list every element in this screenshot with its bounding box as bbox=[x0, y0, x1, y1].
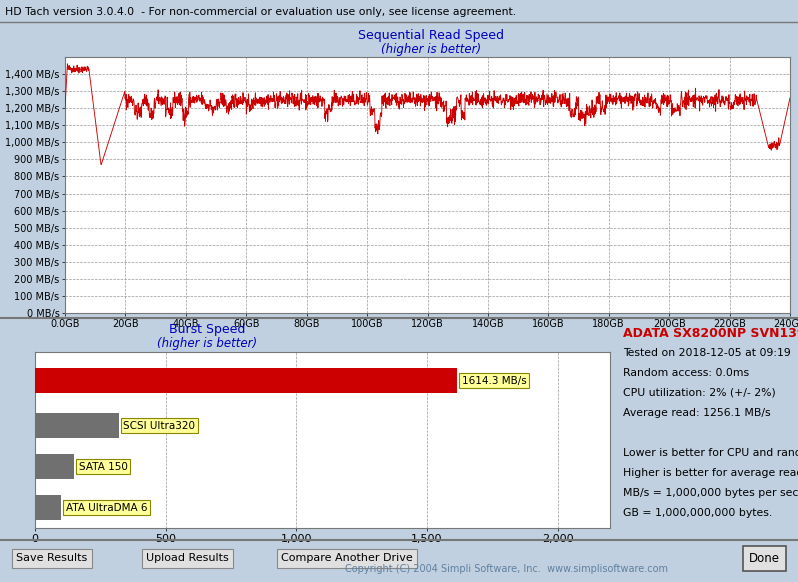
Text: Lower is better for CPU and random access.: Lower is better for CPU and random acces… bbox=[623, 448, 798, 458]
Bar bbox=[35, 455, 74, 479]
Text: Higher is better for average read.: Higher is better for average read. bbox=[623, 468, 798, 478]
Text: 1614.3 MB/s: 1614.3 MB/s bbox=[461, 375, 527, 386]
Text: ATA UltraDMA 6: ATA UltraDMA 6 bbox=[66, 502, 148, 513]
Text: Compare Another Drive: Compare Another Drive bbox=[281, 553, 413, 563]
Text: Average read: 1256.1 MB/s: Average read: 1256.1 MB/s bbox=[623, 408, 771, 418]
Text: Copyright (C) 2004 Simpli Software, Inc.  www.simplisoftware.com: Copyright (C) 2004 Simpli Software, Inc.… bbox=[346, 565, 668, 574]
Text: Sequential Read Speed: Sequential Read Speed bbox=[358, 30, 504, 42]
Bar bbox=[35, 495, 61, 520]
Text: ADATA SX8200NP SVN139B: ADATA SX8200NP SVN139B bbox=[623, 328, 798, 340]
Text: Upload Results: Upload Results bbox=[146, 553, 229, 563]
Text: Done: Done bbox=[749, 552, 780, 565]
Text: SCSI Ultra320: SCSI Ultra320 bbox=[124, 421, 196, 431]
Text: CPU utilization: 2% (+/- 2%): CPU utilization: 2% (+/- 2%) bbox=[623, 388, 776, 398]
Text: SATA 150: SATA 150 bbox=[79, 462, 128, 471]
Text: Burst Speed: Burst Speed bbox=[169, 324, 246, 336]
Text: HD Tach version 3.0.4.0  - For non-commercial or evaluation use only, see licens: HD Tach version 3.0.4.0 - For non-commer… bbox=[5, 7, 516, 17]
Text: (higher is better): (higher is better) bbox=[157, 338, 258, 350]
Text: MB/s = 1,000,000 bytes per second.: MB/s = 1,000,000 bytes per second. bbox=[623, 488, 798, 498]
Text: Tested on 2018-12-05 at 09:19: Tested on 2018-12-05 at 09:19 bbox=[623, 347, 791, 357]
Text: Save Results: Save Results bbox=[16, 553, 88, 563]
Bar bbox=[35, 413, 119, 438]
Text: GB = 1,000,000,000 bytes.: GB = 1,000,000,000 bytes. bbox=[623, 508, 772, 519]
Text: Random access: 0.0ms: Random access: 0.0ms bbox=[623, 368, 749, 378]
Text: (higher is better): (higher is better) bbox=[381, 44, 481, 56]
Bar bbox=[35, 368, 457, 393]
